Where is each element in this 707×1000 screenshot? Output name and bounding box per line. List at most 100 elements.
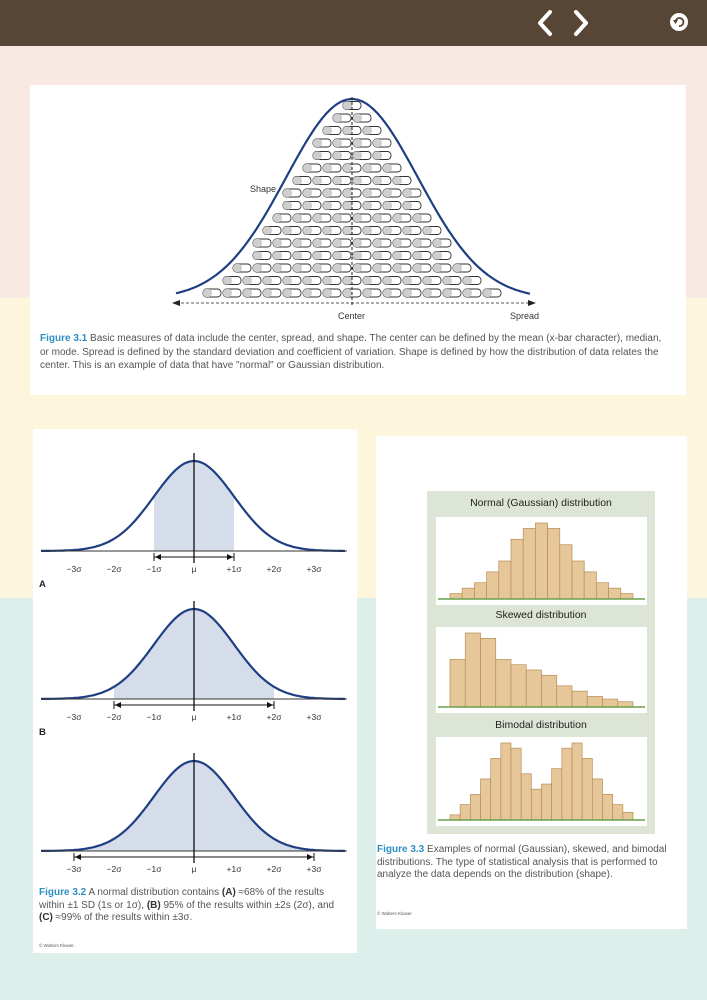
normal-title: Normal (Gaussian) distribution (470, 497, 612, 509)
center-label: Center (338, 311, 365, 321)
range-arrowhead-right (227, 554, 233, 560)
data-pill-shade (293, 251, 302, 260)
histogram-bar (480, 637, 497, 708)
figure-3-3-label: Figure 3.3 (377, 844, 425, 855)
data-pill-shade (383, 189, 392, 197)
histogram-bar (561, 747, 573, 821)
histogram-bar (525, 669, 542, 708)
caption-text-1: A normal distribution contains (86, 887, 222, 898)
normal-curve (41, 607, 345, 700)
histogram-bar (541, 674, 558, 708)
data-pill-shade (393, 214, 402, 222)
sigma-tick-label: −1σ (147, 712, 163, 722)
data-pills (202, 101, 502, 298)
data-pill-shade (263, 226, 272, 235)
sigma-tick-label: +2σ (267, 564, 283, 574)
panel-letter: B (39, 727, 46, 738)
data-pill-shade (303, 201, 312, 210)
sigma-tick-label: μ (192, 712, 197, 722)
histogram-bar (522, 528, 536, 600)
data-pill-shade (403, 276, 412, 285)
data-pill-shade (363, 201, 372, 210)
data-pill-shade (423, 276, 432, 285)
data-pill-shade (333, 264, 342, 272)
data-pill-shade (323, 164, 332, 172)
figure-3-2-credit: © Wolters Kluwer. (39, 943, 75, 948)
data-pill-shade (313, 264, 322, 272)
figure-3-3-credit: © Wolters Kluwer. (377, 911, 413, 916)
data-pill-shade (463, 289, 472, 297)
histogram-bar (602, 793, 614, 821)
undo-button[interactable] (669, 12, 689, 32)
histogram-bar (510, 664, 527, 708)
data-pill-shade (323, 201, 332, 210)
sigma-tick-label: −2σ (107, 564, 123, 574)
data-pill-shade (393, 176, 402, 185)
data-pill-shade (343, 164, 352, 172)
histogram-bar (461, 587, 475, 600)
data-pill-shade (303, 189, 312, 197)
sigma-tick-label: +3σ (307, 712, 323, 722)
data-pill-shade (273, 214, 282, 222)
data-pill-shade (343, 276, 352, 285)
data-pill-shade (353, 214, 362, 222)
data-pill-shade (243, 289, 252, 297)
sigma-tick-label: +1σ (227, 712, 243, 722)
data-pill-shade (303, 276, 312, 285)
data-pill-shade (293, 214, 302, 222)
normal-panel-c: −3σ−2σ−1σμ+1σ+2σ+3σC (41, 753, 347, 874)
data-pill-shade (313, 176, 322, 185)
data-pill-shade (383, 289, 392, 297)
figure-3-2-caption: Figure 3.2 A normal distribution contain… (39, 887, 349, 925)
histogram-bar (596, 582, 609, 600)
data-pill-shade (303, 164, 312, 172)
data-pill-shade (353, 251, 362, 260)
data-pill-shade (313, 139, 322, 147)
data-pill-shade (313, 239, 322, 247)
panel-letter: A (39, 579, 46, 590)
data-pill-shade (373, 251, 382, 260)
histogram-bar (464, 632, 481, 708)
data-pill-shade (433, 251, 442, 260)
data-pill-shade (253, 251, 262, 260)
normal-curve (41, 759, 345, 852)
histogram-bar (535, 522, 548, 600)
data-pill-shade (413, 214, 422, 222)
data-pill-shade (393, 239, 402, 247)
caption-text-2: ≈68% of the results within ±1 SD (1s or … (39, 887, 325, 911)
data-pill-shade (423, 226, 432, 235)
data-pill-shade (373, 176, 382, 185)
data-pill-shade (343, 126, 352, 135)
range-arrowhead-right (307, 854, 313, 860)
sigma-tick-label: −3σ (67, 864, 83, 874)
sigma-tick-label: −3σ (67, 712, 83, 722)
normal-panel-a: −3σ −2σ −1σ μ +1σ +2σ +3σ A (39, 453, 347, 590)
data-pill-shade (383, 164, 392, 172)
data-pill-shade (243, 276, 252, 285)
histogram-bar (571, 742, 583, 821)
histogram-bar (510, 538, 524, 600)
data-pill-shade (333, 151, 342, 160)
sigma-tick-label: −3σ (67, 564, 83, 574)
histogram-bar (608, 587, 622, 600)
data-pill-shade (233, 264, 242, 272)
histogram-bar (495, 659, 512, 708)
data-pill-shade (273, 239, 282, 247)
data-pill-shade (333, 139, 342, 147)
figure-3-2-label: Figure 3.2 (39, 887, 87, 898)
chevron-right-icon (574, 10, 588, 36)
data-pill-shade (203, 289, 212, 297)
next-page-button[interactable] (566, 7, 596, 39)
data-pill-shade (283, 226, 292, 235)
prev-page-button[interactable] (530, 7, 560, 39)
data-pill-shade (323, 276, 332, 285)
data-pill-shade (373, 139, 382, 147)
data-pill-shade (343, 226, 352, 235)
data-pill-shade (223, 289, 232, 297)
data-pill-shade (453, 264, 462, 272)
caption-text-4: ≈99% of the results within ±3σ. (52, 912, 193, 923)
data-pill-shade (333, 251, 342, 260)
histogram-bar (591, 778, 603, 821)
histogram-bar (449, 814, 461, 821)
data-pill-shade (343, 289, 352, 297)
